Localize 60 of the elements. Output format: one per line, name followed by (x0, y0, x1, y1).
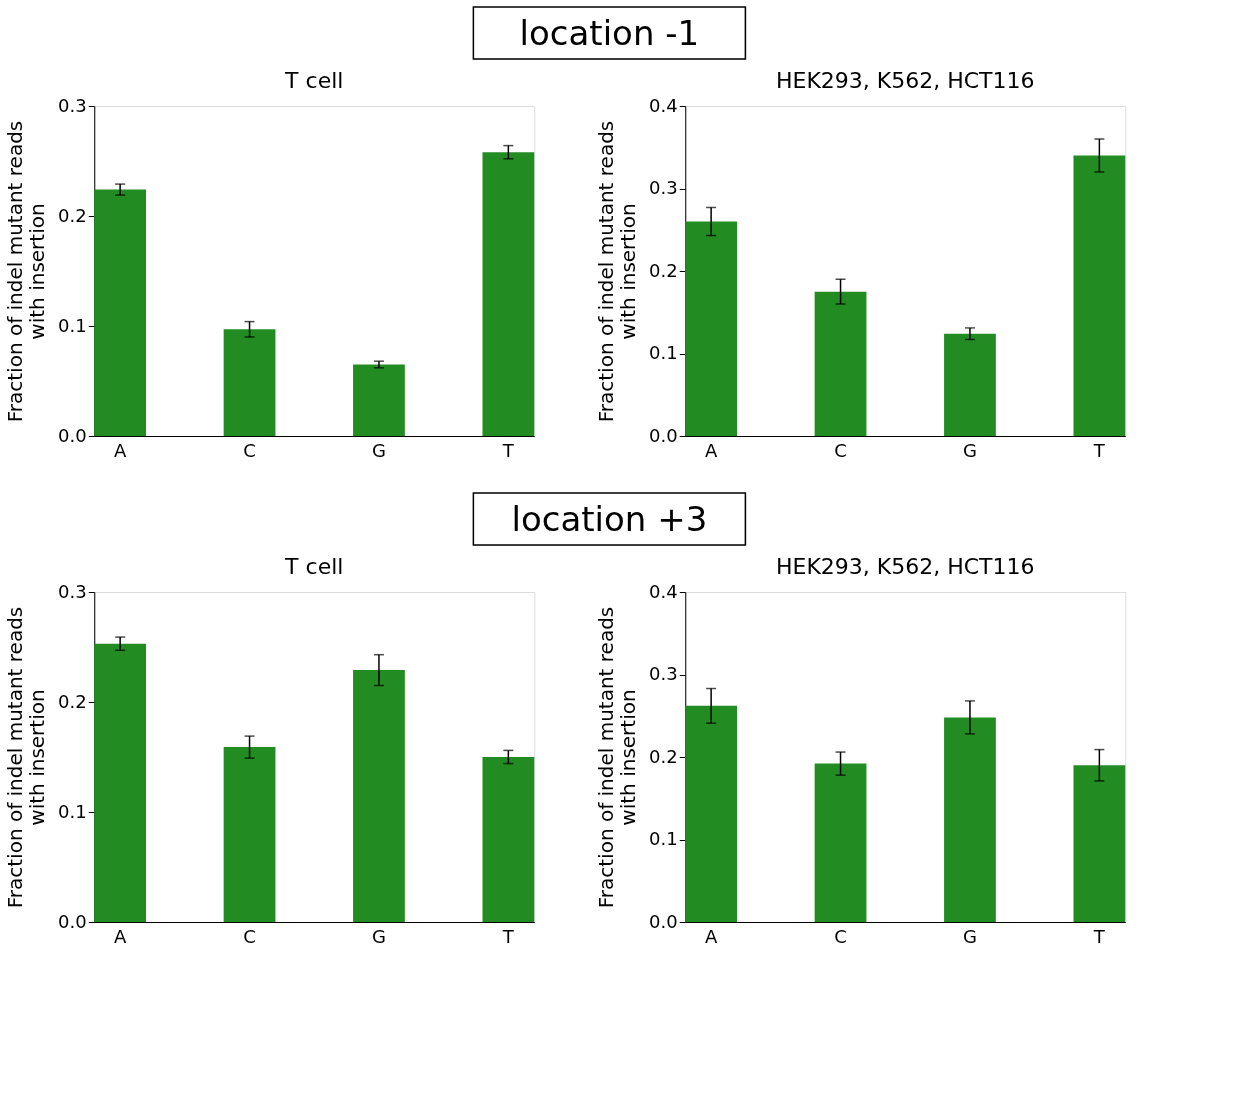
x-tick-label: C (243, 439, 256, 461)
x-tick-label: G (962, 439, 977, 461)
x-tick-label: C (243, 925, 256, 947)
bar (1073, 155, 1126, 436)
x-tick-label: T (1092, 439, 1106, 461)
text: location -1 (519, 13, 700, 53)
x-tick-label: C (834, 439, 847, 461)
y-tick-label: 0.1 (58, 800, 87, 822)
x-tick-label: G (371, 439, 386, 461)
bar (685, 705, 738, 922)
bar (944, 717, 996, 922)
bar (944, 333, 996, 436)
y-axis-title: Fraction of indel mutant reads with insertion (3, 606, 50, 909)
y-tick-label: 0.3 (649, 177, 678, 198)
x-tick-label: G (962, 925, 977, 947)
y-tick-label: 0.2 (58, 204, 87, 226)
chart-title: T cell (284, 554, 344, 579)
y-tick-label: 0.0 (58, 910, 87, 932)
y-tick-label: 0.4 (649, 580, 678, 602)
bar (685, 221, 738, 436)
x-tick-label: T (501, 925, 515, 947)
y-tick-label: 0.4 (649, 94, 678, 116)
y-tick-label: 0.3 (58, 94, 87, 116)
y-tick-label: 0.1 (58, 314, 87, 336)
bar (1073, 765, 1126, 922)
bar (223, 747, 276, 922)
x-tick-label: A (704, 439, 718, 461)
chart-title: HEK293, K562, HCT116 (775, 554, 1035, 579)
x-tick-label: G (371, 925, 386, 947)
bar (814, 291, 867, 436)
y-tick-label: 0.1 (649, 828, 678, 849)
x-tick-label: A (113, 925, 127, 947)
chart-title: T cell (284, 68, 344, 93)
y-axis-title: Fraction of indel mutant reads with insertion (594, 120, 641, 423)
y-tick-label: 0.0 (58, 424, 87, 446)
y-tick-label: 0.0 (649, 424, 678, 446)
bar (353, 364, 405, 436)
y-tick-label: 0.0 (649, 910, 678, 932)
y-tick-label: 0.3 (58, 580, 87, 602)
y-tick-label: 0.2 (649, 259, 678, 281)
bar (94, 643, 147, 922)
bar (482, 152, 535, 436)
bar (814, 763, 867, 922)
y-tick-label: 0.1 (649, 342, 678, 363)
y-tick-label: 0.2 (58, 690, 87, 712)
text: location +3 (511, 499, 708, 539)
x-tick-label: T (501, 439, 515, 461)
x-tick-label: C (834, 925, 847, 947)
bar (353, 670, 405, 922)
x-tick-label: A (704, 925, 718, 947)
chart-title: HEK293, K562, HCT116 (775, 68, 1035, 93)
y-tick-label: 0.3 (649, 663, 678, 684)
y-axis-title: Fraction of indel mutant reads with insertion (594, 606, 641, 909)
x-tick-label: A (113, 439, 127, 461)
bar (223, 329, 276, 436)
y-axis-title: Fraction of indel mutant reads with insertion (3, 120, 50, 423)
y-tick-label: 0.2 (649, 745, 678, 767)
x-tick-label: T (1092, 925, 1106, 947)
bar (94, 189, 147, 436)
bar (482, 757, 535, 922)
